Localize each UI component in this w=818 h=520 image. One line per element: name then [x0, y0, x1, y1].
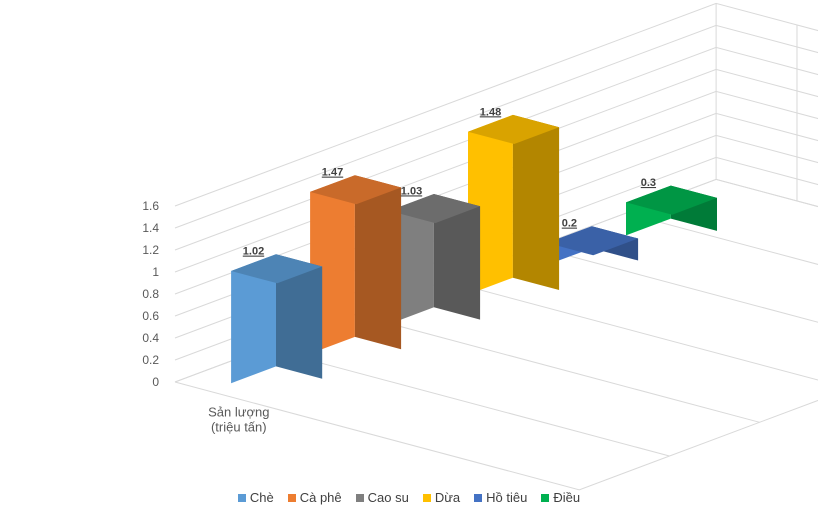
bar-face	[231, 254, 276, 384]
legend-swatch	[237, 493, 246, 502]
y-tick-label: 0.8	[142, 287, 159, 301]
legend: Chè Cà phê Cao su Dừa Hồ tiêu Điều	[0, 490, 818, 505]
y-tick-label: 1.4	[142, 221, 159, 235]
legend-swatch	[422, 493, 431, 502]
y-tick-label: 1	[152, 265, 159, 279]
category-label-line: (triệu tấn)	[211, 419, 267, 434]
legend-item: Chè	[237, 490, 274, 505]
legend-swatch	[541, 493, 550, 502]
floor-gridline	[445, 280, 818, 381]
bars	[231, 114, 717, 384]
y-tick-label: 0.4	[142, 331, 159, 345]
y-tick-label: 0	[152, 375, 159, 389]
legend-item: Cao su	[355, 490, 409, 505]
floor-gridline	[535, 246, 818, 323]
legend-label: Dừa	[434, 490, 461, 505]
data-label: 1.02	[243, 246, 264, 258]
legend-label: Hồ tiêu	[486, 490, 528, 505]
legend-label: Cao su	[367, 490, 409, 505]
gridline	[174, 24, 818, 229]
bar-top	[310, 175, 402, 205]
legend-label: Cà phê	[299, 490, 342, 505]
data-labels: 0.3 0.2 1.48 1.03 1.47 1.02	[243, 106, 656, 257]
data-label: 0.3	[641, 177, 656, 189]
legend-item: Cà phê	[287, 490, 342, 505]
legend-item: Điều	[541, 490, 580, 505]
legend-swatch	[474, 493, 483, 502]
category-label: Sản lượng(triệu tấn)	[208, 404, 269, 434]
legend-swatch	[355, 493, 364, 502]
y-tick-label: 1.6	[142, 199, 159, 213]
legend-label: Chè	[249, 490, 274, 505]
bar-top	[547, 226, 639, 256]
bar-side	[433, 194, 481, 320]
bar	[389, 194, 481, 325]
bar	[547, 226, 639, 265]
legend-item: Dừa	[422, 490, 461, 505]
data-label: 1.03	[401, 185, 422, 197]
bar-side	[276, 254, 323, 379]
bar-top	[231, 254, 323, 284]
bar	[231, 254, 323, 384]
gridline	[174, 2, 818, 207]
floor-gridline	[625, 212, 818, 265]
bar-top	[468, 114, 560, 144]
y-tick-label: 1.2	[142, 243, 159, 257]
legend-label: Điều	[553, 490, 581, 505]
data-label: 1.48	[480, 106, 501, 118]
data-label: 0.2	[562, 218, 577, 230]
data-label: 1.47	[322, 167, 343, 179]
y-axis-ticks: 0 0.2 0.4 0.6 0.8 1 1.2 1.4 1.6	[142, 199, 159, 389]
legend-swatch	[287, 493, 296, 502]
bar-side	[512, 114, 560, 291]
legend-item: Hồ tiêu	[474, 490, 527, 505]
y-tick-label: 0.2	[142, 353, 159, 367]
y-tick-label: 0.6	[142, 309, 159, 323]
bar	[626, 185, 717, 236]
floor-gridline	[355, 314, 760, 423]
category-label-line: Sản lượng	[208, 404, 269, 419]
bar	[310, 175, 402, 354]
bar-top	[626, 185, 717, 215]
floor-gridline	[265, 347, 670, 457]
bar-top	[389, 194, 481, 224]
bar-side	[354, 175, 402, 350]
bar	[468, 114, 560, 295]
